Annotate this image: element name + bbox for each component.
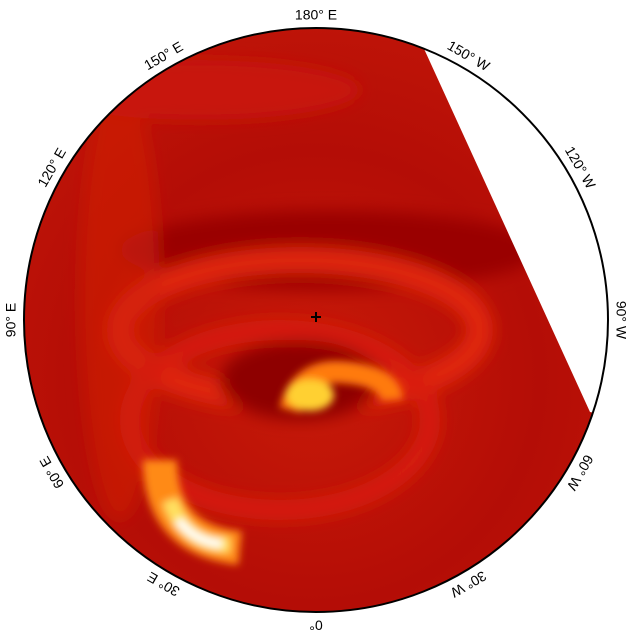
- map-rim: [23, 27, 609, 613]
- longitude-label: 180° E: [295, 7, 337, 23]
- longitude-label: 90° E: [3, 303, 19, 337]
- longitude-label: 90° W: [613, 301, 628, 340]
- longitude-label: 0°: [309, 617, 322, 630]
- pole-marker: [311, 312, 321, 322]
